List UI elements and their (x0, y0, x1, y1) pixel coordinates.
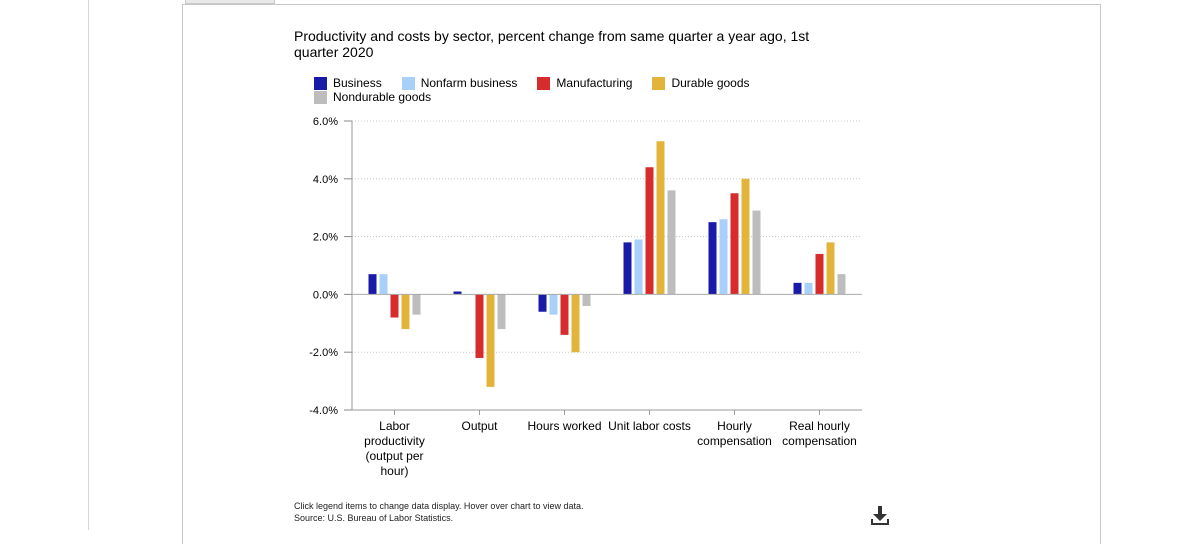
bar (390, 294, 399, 318)
legend-swatch (314, 76, 327, 90)
chart-instructions: Click legend items to change data displa… (294, 501, 584, 511)
x-tick-label: Real hourly (789, 419, 850, 433)
bar (549, 294, 558, 315)
legend-swatch (537, 76, 551, 90)
bar (719, 219, 728, 295)
bar (486, 294, 495, 387)
x-tick-label: Hourly (717, 419, 752, 433)
bar (379, 274, 388, 295)
bar (571, 294, 580, 353)
legend-swatch (652, 76, 666, 90)
y-tick-label: -2.0% (309, 347, 338, 359)
x-tick-label: Unit labor costs (608, 419, 691, 433)
y-tick-label: -4.0% (309, 405, 338, 417)
chart-legend: Business Nonfarm business Manufacturing Dur… (314, 76, 834, 104)
x-tick-label: Output (461, 419, 498, 433)
legend-item[interactable]: Nondurable goods (314, 90, 431, 104)
bar (453, 291, 462, 295)
legend-label: Nonfarm business (420, 76, 518, 90)
bar (645, 167, 654, 295)
bar (708, 222, 717, 295)
x-tick-label: Labor (379, 419, 410, 433)
x-tick-label: hour) (380, 464, 408, 478)
bar (730, 193, 739, 295)
chart-title: Productivity and costs by sector, percen… (294, 28, 810, 60)
legend-item[interactable]: Nonfarm business (401, 76, 518, 90)
x-tick-label: compensation (697, 434, 772, 448)
legend-item[interactable]: Durable goods (652, 76, 750, 90)
bar (752, 210, 761, 295)
download-icon[interactable] (868, 502, 892, 528)
legend-label: Manufacturing (556, 76, 633, 90)
bar (623, 242, 632, 295)
bar (538, 294, 547, 312)
x-tick-label: (output per (365, 449, 423, 463)
bar (475, 294, 484, 358)
bar-chart[interactable]: 6.0% 4.0% 2.0% 0.0% -2.0% -4.0% Laborproductiv… (0, 0, 1192, 500)
legend-label: Nondurable goods (333, 90, 432, 104)
chart-source: Source: U.S. Bureau of Labor Statistics. (294, 513, 454, 523)
legend-item[interactable]: Manufacturing (537, 76, 632, 90)
y-tick-label: 6.0% (313, 116, 338, 128)
x-tick-label: Hours worked (527, 419, 601, 433)
bar (497, 294, 506, 330)
page-edge (88, 0, 89, 530)
tab-stub[interactable] (185, 0, 275, 4)
legend-label: Business (333, 76, 382, 90)
bar (401, 294, 410, 330)
bar (412, 294, 421, 315)
bar (368, 274, 377, 295)
y-tick-label: 2.0% (313, 232, 338, 244)
y-tick-label: 4.0% (313, 174, 338, 186)
bar (656, 141, 665, 295)
bar (815, 253, 824, 295)
bar (793, 282, 802, 295)
y-tick-label: 0.0% (313, 289, 338, 301)
bar (634, 239, 643, 295)
legend-item[interactable]: Business (314, 76, 382, 90)
bar (804, 282, 813, 295)
legend-swatch (401, 76, 415, 90)
bar (837, 274, 846, 295)
x-tick-label: productivity (364, 434, 425, 448)
bar (826, 242, 835, 295)
bar (667, 190, 676, 295)
bar (741, 178, 750, 295)
chart-notes: Click legend items to change data displa… (294, 500, 583, 524)
bar (560, 294, 569, 335)
bar (582, 294, 591, 306)
legend-label: Durable goods (671, 76, 750, 90)
x-tick-label: compensation (782, 434, 857, 448)
legend-swatch (314, 90, 327, 104)
